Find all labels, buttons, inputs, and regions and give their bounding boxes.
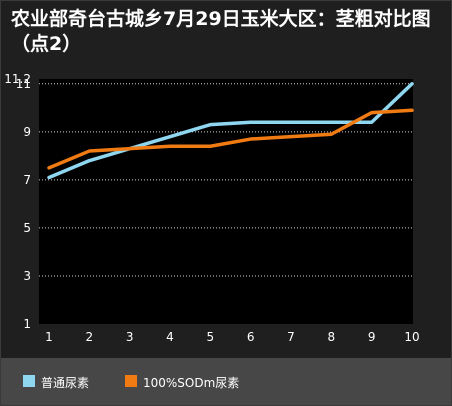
series-1-point — [87, 159, 91, 163]
y-tick-label: 3 — [23, 269, 31, 283]
x-tick-label: 7 — [287, 330, 295, 344]
series-1-point — [370, 120, 374, 124]
x-tick-label: 2 — [86, 330, 94, 344]
y-tick-label: 11.2 — [4, 72, 31, 86]
x-tick-label: 6 — [247, 330, 255, 344]
legend-label-series-1: 普通尿素 — [41, 376, 90, 390]
series-2-point — [289, 135, 293, 139]
y-tick-label: 9 — [23, 125, 31, 139]
series-2-point — [249, 137, 253, 141]
series-2-point — [47, 166, 51, 170]
legend-label-series-2: 100%SODm尿素 — [143, 376, 240, 390]
x-tick-label: 8 — [328, 330, 336, 344]
series-1-point — [329, 120, 333, 124]
series-2-point — [168, 144, 172, 148]
x-tick-label: 10 — [404, 330, 419, 344]
x-tick-label: 3 — [126, 330, 134, 344]
series-2-point — [128, 147, 132, 151]
series-2-point — [208, 144, 212, 148]
plot-area — [39, 79, 413, 324]
x-tick-label: 1 — [45, 330, 53, 344]
series-2-point — [370, 111, 374, 115]
series-2-point — [87, 149, 91, 153]
y-tick-label: 5 — [23, 221, 31, 235]
x-tick-label: 4 — [166, 330, 174, 344]
series-1-point — [47, 175, 51, 179]
chart-title: 农业部奇台古城乡7月29日玉米大区：茎粗对比图（点2） — [11, 8, 431, 55]
legend: 普通尿素 100%SODm尿素 — [1, 358, 451, 405]
x-tick-label: 9 — [368, 330, 376, 344]
series-2-point — [410, 108, 414, 112]
y-tick-label: 11 — [16, 77, 31, 91]
series-1-point — [249, 120, 253, 124]
legend-swatch-series-2 — [125, 375, 137, 387]
series-1-point — [289, 120, 293, 124]
series-1-point — [410, 82, 414, 86]
series-line-2 — [47, 108, 414, 170]
x-tick-label: 5 — [207, 330, 215, 344]
y-tick-label: 1 — [23, 317, 31, 331]
legend-swatch-series-1 — [23, 375, 35, 387]
series-1-point — [208, 123, 212, 127]
y-tick-label: 7 — [23, 173, 31, 187]
series-1-point — [168, 135, 172, 139]
series-2-point — [329, 132, 333, 136]
